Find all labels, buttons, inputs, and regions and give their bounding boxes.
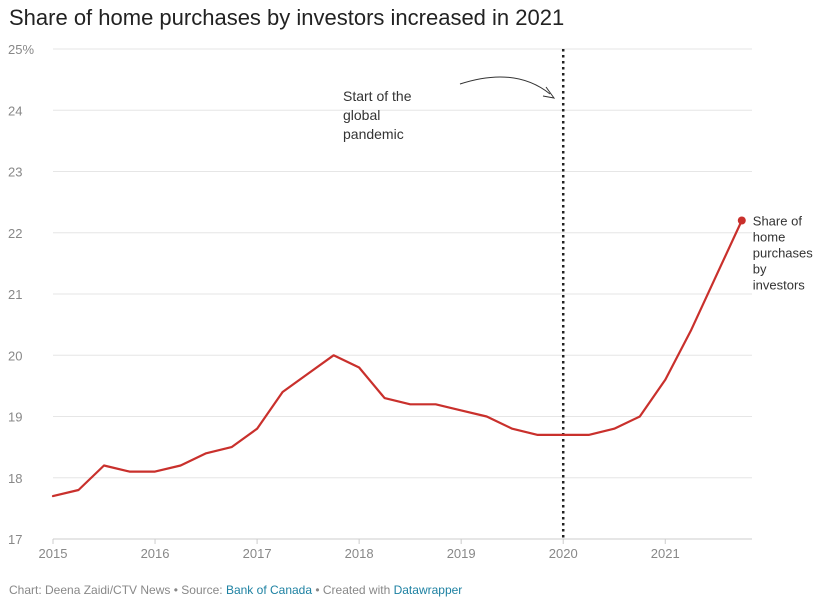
y-tick-label-4: 21: [8, 287, 22, 302]
series-label-line-5: investors: [753, 278, 806, 293]
y-tick-label-6: 23: [8, 165, 22, 180]
series-label-line-4: by: [753, 262, 767, 277]
x-axis-ticks: 2015 2016 2017 2018 2019 2020 2021: [39, 539, 680, 561]
x-tick-label-6: 2021: [651, 546, 680, 561]
y-tick-label-2: 19: [8, 410, 22, 425]
y-tick-label-3: 20: [8, 348, 22, 363]
x-tick-label-1: 2016: [141, 546, 170, 561]
x-tick-label-4: 2019: [447, 546, 476, 561]
footer-separator-source: • Source:: [170, 583, 226, 597]
y-tick-label-1: 18: [8, 471, 22, 486]
source-link[interactable]: Bank of Canada: [225, 583, 313, 597]
annotation-arrow-head: [542, 86, 556, 99]
annotation-arrow: [459, 76, 551, 95]
chart-footer: Chart: Deena Zaidi/CTV News • Source: Ba…: [9, 583, 462, 597]
series-end-point: [737, 216, 746, 225]
x-tick-label-5: 2020: [549, 546, 578, 561]
y-tick-label-5: 22: [8, 226, 22, 241]
series-label-line-2: home: [753, 230, 786, 245]
x-tick-label-3: 2018: [345, 546, 374, 561]
series-layer: [51, 216, 746, 498]
footer-credit: Chart: Deena Zaidi/CTV News: [9, 583, 171, 597]
annotation-line-1: Start of the: [343, 88, 412, 104]
y-tick-label-7: 24: [8, 103, 22, 118]
chart-title: Share of home purchases by investors inc…: [9, 5, 565, 30]
footer-separator-tool: • Created with: [312, 583, 394, 597]
datawrapper-link[interactable]: Datawrapper: [393, 583, 463, 597]
x-tick-label-0: 2015: [39, 546, 68, 561]
series-label-line-3: purchases: [753, 246, 813, 261]
series-label-line-1: Share of: [753, 214, 803, 229]
annotation-line-2: global: [343, 107, 380, 123]
grid-layer: [53, 48, 752, 540]
annotation-line-3: pandemic: [343, 126, 404, 142]
x-tick-label-2: 2017: [243, 546, 272, 561]
y-tick-label-8: 25%: [8, 42, 34, 57]
series-line-0: [51, 219, 743, 498]
y-axis-ticks: 17 18 19 20 21 22 23 24 25%: [8, 42, 34, 547]
y-tick-label-0: 17: [8, 532, 22, 547]
pandemic-annotation: Start of the global pandemic: [343, 76, 556, 142]
